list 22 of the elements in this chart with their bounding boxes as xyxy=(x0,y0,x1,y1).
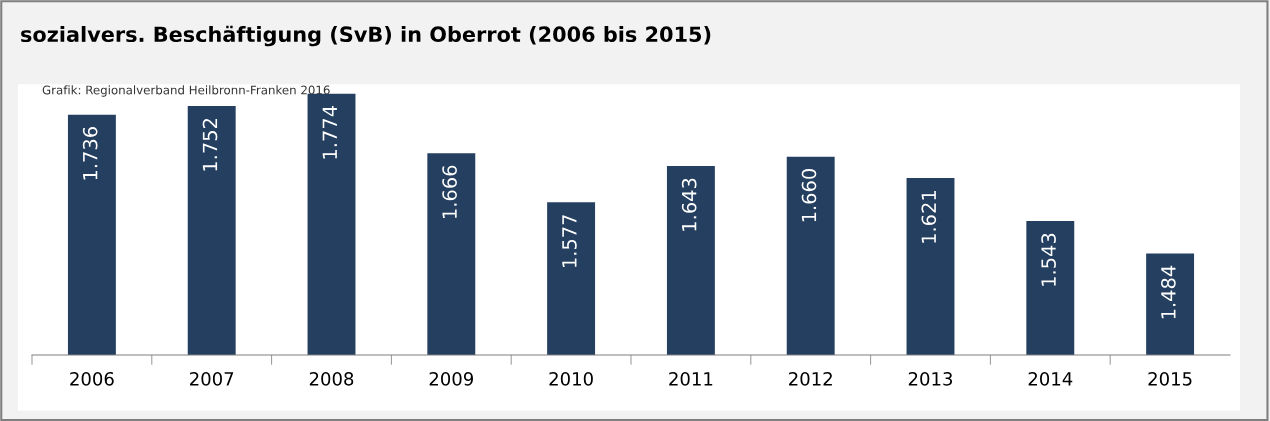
data-label: 1.543 xyxy=(1041,233,1056,286)
x-tick-label: 2006 xyxy=(70,371,114,386)
x-tick-label: 2014 xyxy=(1028,371,1073,386)
data-label: 1.752 xyxy=(202,119,218,171)
data-label: 1.643 xyxy=(681,178,697,231)
x-tick-label: 2007 xyxy=(190,371,234,386)
data-label: 1.660 xyxy=(801,169,817,222)
x-tick-label: 2009 xyxy=(429,371,474,386)
chart-title: sozialvers. Beschäftigung (SvB) in Oberrot (2006 bis 2015) xyxy=(21,25,711,47)
annotation: Grafik: Regionalverband Heilbronn-Franken 2016 xyxy=(42,85,330,97)
x-tick-label: 2013 xyxy=(908,371,953,386)
data-label: 1.621 xyxy=(921,191,937,243)
x-tick-label: 2015 xyxy=(1148,371,1192,386)
x-tick-label: 2010 xyxy=(549,371,593,386)
x-tick-label: 2011 xyxy=(669,371,713,386)
data-label: 1.736 xyxy=(82,127,98,180)
data-label: 1.577 xyxy=(562,215,577,268)
x-tick-label: 2012 xyxy=(789,371,832,386)
data-label: 1.774 xyxy=(322,106,337,159)
data-label: 1.484 xyxy=(1161,265,1176,319)
x-tick-label: 2008 xyxy=(309,371,354,386)
data-label: 1.666 xyxy=(442,165,457,218)
